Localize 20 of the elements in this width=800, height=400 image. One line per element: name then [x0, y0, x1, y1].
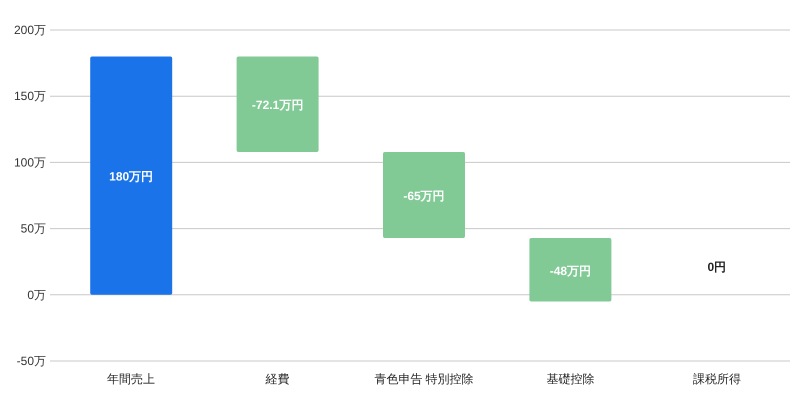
bar [383, 152, 465, 238]
data-label: 0円 [707, 260, 726, 274]
x-tick-label: 青色申告 特別控除 [374, 372, 474, 386]
data-label: -48万円 [550, 264, 592, 278]
x-tick-label: 課税所得 [692, 372, 741, 386]
y-tick-label: 0万 [27, 288, 46, 302]
y-tick-label: 100万 [14, 155, 46, 170]
x-tick-label: 年間売上 [107, 372, 156, 386]
data-label: -72.1万円 [252, 98, 304, 112]
x-tick-label: 基礎控除 [546, 372, 594, 386]
data-label: -65万円 [403, 188, 445, 203]
y-tick-label: 200万 [14, 23, 46, 37]
bar [236, 56, 319, 152]
y-tick-label: 50万 [20, 222, 46, 236]
y-tick-label: 150万 [14, 89, 46, 104]
bar [90, 56, 172, 295]
bar [529, 238, 612, 302]
y-tick-label: -50万 [16, 354, 46, 368]
data-label: 180万円 [109, 170, 154, 184]
x-tick-label: 経費 [264, 372, 290, 386]
